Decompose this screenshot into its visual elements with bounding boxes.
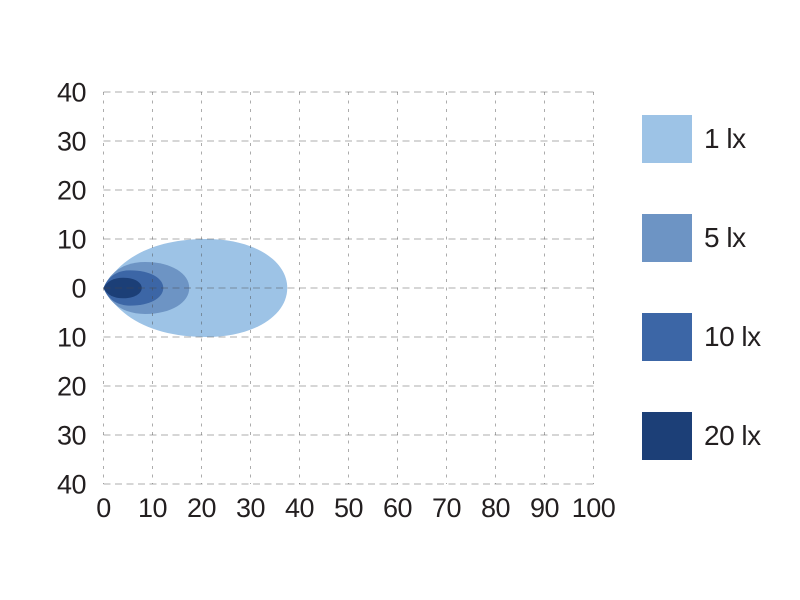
x-tick-label: 50 (334, 493, 363, 523)
contours-layer (103, 239, 288, 337)
x-axis-tick-labels: 0 10 20 30 40 50 60 70 80 90 100 (96, 493, 616, 523)
legend-label: 20 lx (704, 420, 761, 451)
x-tick-label: 60 (383, 493, 412, 523)
legend-swatch-5-lx (642, 214, 692, 262)
x-tick-label: 20 (187, 493, 216, 523)
x-tick-label: 70 (432, 493, 461, 523)
y-tick-label: 30 (57, 127, 86, 157)
y-tick-label: 20 (57, 176, 86, 206)
x-tick-label: 90 (530, 493, 559, 523)
y-tick-label: 0 (71, 274, 86, 304)
x-tick-label: 100 (572, 493, 616, 523)
contour-20-lx (103, 277, 142, 299)
legend: 1 lx 5 lx 10 lx 20 lx (642, 115, 761, 460)
y-tick-label: 10 (57, 323, 86, 353)
legend-label: 1 lx (704, 123, 746, 154)
legend-item-5-lx: 5 lx (642, 214, 761, 262)
x-tick-label: 10 (138, 493, 167, 523)
x-tick-label: 40 (285, 493, 314, 523)
y-tick-label: 30 (57, 421, 86, 451)
grid-layer (103, 91, 594, 485)
legend-swatch-10-lx (642, 313, 692, 361)
legend-swatch-1-lx (642, 115, 692, 163)
x-tick-label: 0 (96, 493, 111, 523)
legend-item-1-lx: 1 lx (642, 115, 761, 163)
y-axis-tick-labels: 40 30 20 10 0 10 20 30 40 (57, 78, 87, 500)
legend-label: 5 lx (704, 222, 746, 253)
y-tick-label: 20 (57, 372, 86, 402)
legend-swatch-20-lx (642, 412, 692, 460)
y-tick-label: 40 (57, 78, 86, 108)
y-tick-label: 10 (57, 225, 86, 255)
y-tick-label: 40 (57, 470, 86, 500)
legend-label: 10 lx (704, 321, 761, 352)
legend-item-10-lx: 10 lx (642, 313, 761, 361)
legend-item-20-lx: 20 lx (642, 412, 761, 460)
x-tick-label: 80 (481, 493, 510, 523)
x-tick-label: 30 (236, 493, 265, 523)
